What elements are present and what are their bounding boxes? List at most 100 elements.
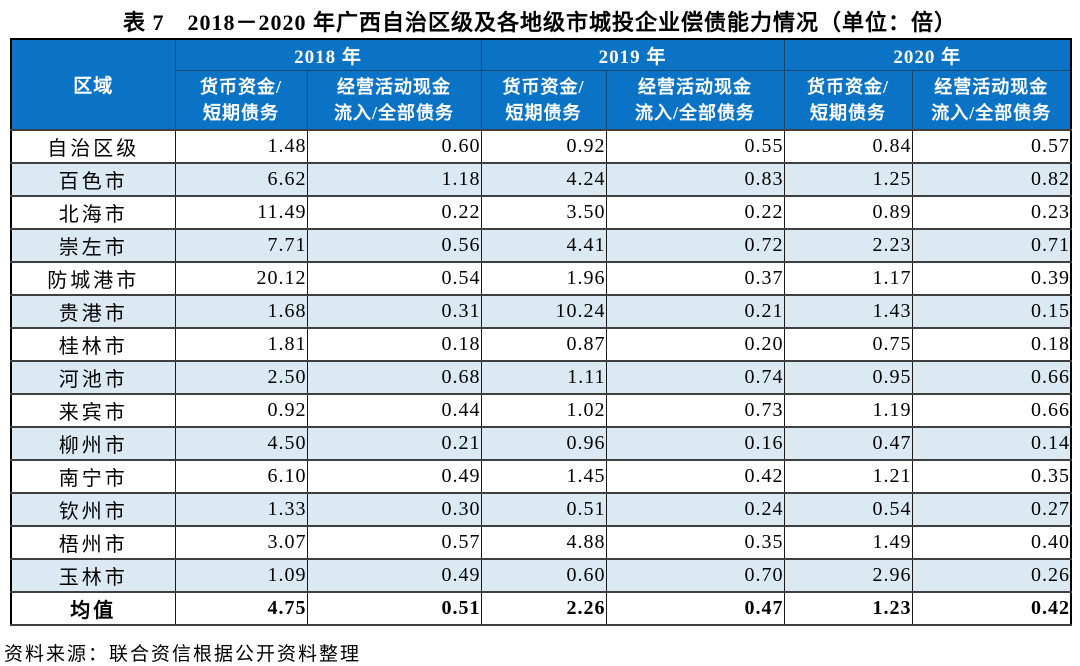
table-row: 柳州市 4.50 0.21 0.96 0.16 0.47 0.14	[10, 426, 1072, 461]
value-cell: 1.81	[174, 327, 308, 362]
value-cell: 0.54	[306, 261, 482, 296]
value-cell: 1.09	[174, 558, 308, 593]
value-cell: 0.49	[306, 558, 482, 593]
value-cell: 4.75	[174, 591, 308, 626]
value-cell: 0.56	[306, 228, 482, 263]
value-cell: 0.55	[605, 129, 785, 164]
value-cell: 0.89	[783, 195, 913, 230]
value-cell: 0.57	[911, 129, 1072, 164]
value-cell: 4.50	[174, 426, 308, 461]
value-cell: 0.72	[605, 228, 785, 263]
value-cell: 0.47	[783, 426, 913, 461]
value-cell: 1.23	[783, 591, 913, 626]
table-row: 来宾市 0.92 0.44 1.02 0.73 1.19 0.66	[10, 393, 1072, 428]
value-cell: 1.48	[174, 129, 308, 164]
value-cell: 0.22	[306, 195, 482, 230]
value-cell: 0.92	[174, 393, 308, 428]
value-cell: 0.18	[306, 327, 482, 362]
year-header-2020: 2020 年	[783, 38, 1072, 71]
value-cell: 3.07	[174, 525, 308, 560]
value-cell: 0.84	[783, 129, 913, 164]
value-cell: 0.18	[911, 327, 1072, 362]
region-cell: 桂林市	[10, 327, 176, 362]
subheader-line: 经营活动现金	[638, 76, 753, 97]
value-cell: 0.82	[911, 162, 1072, 197]
table-row: 崇左市 7.71 0.56 4.41 0.72 2.23 0.71	[10, 228, 1072, 263]
value-cell: 0.75	[783, 327, 913, 362]
table-row: 河池市 2.50 0.68 1.11 0.74 0.95 0.66	[10, 360, 1072, 395]
value-cell: 0.26	[911, 558, 1072, 593]
table-row: 贵港市 1.68 0.31 10.24 0.21 1.43 0.15	[10, 294, 1072, 329]
region-cell: 玉林市	[10, 558, 176, 593]
value-cell: 0.20	[605, 327, 785, 362]
sub-header-row: 货币资金/ 短期债务 经营活动现金 流入/全部债务 货币资金/ 短期债务 经营活…	[11, 70, 1072, 131]
value-cell: 0.68	[306, 360, 482, 395]
value-cell: 6.62	[174, 162, 308, 197]
value-cell: 0.23	[911, 195, 1072, 230]
region-cell: 来宾市	[10, 393, 176, 428]
value-cell: 0.54	[783, 492, 913, 527]
value-cell: 1.43	[783, 294, 913, 329]
value-cell: 0.22	[605, 195, 785, 230]
value-cell: 0.24	[605, 492, 785, 527]
value-cell: 0.30	[306, 492, 482, 527]
year-header-row: 区域 2018 年 2019 年 2020 年	[10, 38, 1072, 131]
value-cell: 2.26	[480, 591, 607, 626]
value-cell: 1.17	[783, 261, 913, 296]
subheader-cash-2019: 经营活动现金 流入/全部债务	[605, 70, 785, 131]
value-cell: 20.12	[174, 261, 308, 296]
value-cell: 4.41	[480, 228, 607, 263]
debt-capacity-table: 区域 2018 年 2019 年 2020 年 货币资金/ 短期债务 经营活动现…	[10, 38, 1073, 626]
value-cell: 1.25	[783, 162, 913, 197]
value-cell: 0.14	[911, 426, 1072, 461]
value-cell: 1.11	[480, 360, 607, 395]
year-header-2019: 2019 年	[480, 38, 785, 71]
region-cell: 钦州市	[10, 492, 176, 527]
value-cell: 0.74	[605, 360, 785, 395]
value-cell: 1.45	[480, 459, 607, 494]
value-cell: 3.50	[480, 195, 607, 230]
average-row: 均值 4.75 0.51 2.26 0.47 1.23 0.42	[10, 591, 1072, 626]
subheader-line: 流入/全部债务	[334, 103, 455, 123]
source-note: 资料来源：联合资信根据公开资料整理	[4, 644, 362, 665]
value-cell: 0.35	[911, 459, 1072, 494]
subheader-line: 货币资金/	[502, 76, 585, 97]
region-cell: 自治区级	[10, 129, 176, 164]
value-cell: 0.73	[605, 393, 785, 428]
value-cell: 0.57	[306, 525, 482, 560]
subheader-money-2020: 货币资金/ 短期债务	[783, 70, 913, 131]
region-cell: 百色市	[10, 162, 176, 197]
value-cell: 1.96	[480, 261, 607, 296]
region-cell: 贵港市	[10, 294, 176, 329]
region-cell: 梧州市	[10, 525, 176, 560]
value-cell: 2.96	[783, 558, 913, 593]
value-cell: 0.35	[605, 525, 785, 560]
value-cell: 0.96	[480, 426, 607, 461]
value-cell: 10.24	[480, 294, 607, 329]
subheader-cash-2018: 经营活动现金 流入/全部债务	[306, 70, 482, 131]
table-row: 防城港市 20.12 0.54 1.96 0.37 1.17 0.39	[10, 261, 1072, 296]
value-cell: 0.49	[306, 459, 482, 494]
value-cell: 4.24	[480, 162, 607, 197]
region-cell: 河池市	[10, 360, 176, 395]
value-cell: 0.21	[605, 294, 785, 329]
subheader-line: 流入/全部债务	[635, 103, 756, 123]
value-cell: 1.19	[783, 393, 913, 428]
subheader-line: 经营活动现金	[934, 76, 1049, 97]
region-cell: 均值	[10, 591, 176, 626]
value-cell: 0.95	[783, 360, 913, 395]
value-cell: 2.23	[783, 228, 913, 263]
table-body: 自治区级 1.48 0.60 0.92 0.55 0.84 0.57 百色市 6…	[10, 129, 1072, 626]
value-cell: 1.68	[174, 294, 308, 329]
value-cell: 0.70	[605, 558, 785, 593]
subheader-line: 货币资金/	[199, 76, 282, 97]
value-cell: 6.10	[174, 459, 308, 494]
value-cell: 0.15	[911, 294, 1072, 329]
value-cell: 0.44	[306, 393, 482, 428]
value-cell: 0.66	[911, 360, 1072, 395]
region-cell: 柳州市	[10, 426, 176, 461]
value-cell: 0.40	[911, 525, 1072, 560]
value-cell: 0.71	[911, 228, 1072, 263]
value-cell: 1.02	[480, 393, 607, 428]
value-cell: 0.47	[605, 591, 785, 626]
